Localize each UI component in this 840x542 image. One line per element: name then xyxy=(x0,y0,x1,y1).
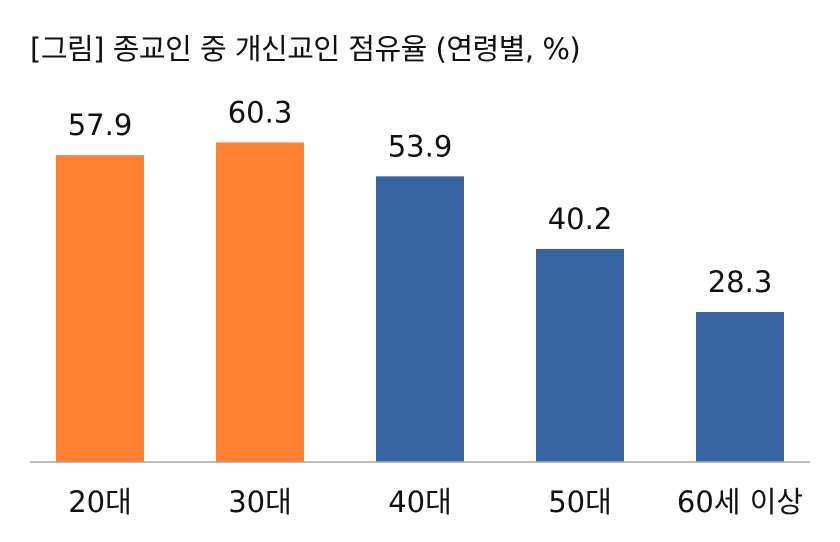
chart-title: [그림] 종교인 중 개신교인 점유율 (연령별, %) xyxy=(30,32,581,66)
labels-layer: 57.9 20대 60.3 30대 53.9 40대 40.2 50대 28.3 60세 이상 xyxy=(68,95,803,519)
data-label-4: 40.2 xyxy=(548,202,613,236)
data-label-5: 28.3 xyxy=(708,265,773,299)
x-tick-label-5: 60세 이상 xyxy=(677,485,803,519)
data-label-3: 53.9 xyxy=(388,129,453,163)
bars-layer xyxy=(56,142,784,462)
bar-3 xyxy=(376,176,464,462)
x-tick-label-1: 20대 xyxy=(68,485,132,519)
x-tick-label-3: 40대 xyxy=(388,485,452,519)
bar-4 xyxy=(536,248,624,462)
data-label-1: 57.9 xyxy=(68,108,133,142)
data-label-2: 60.3 xyxy=(228,95,293,129)
x-tick-label-2: 30대 xyxy=(228,485,292,519)
bar-5 xyxy=(696,312,784,462)
bar-1 xyxy=(56,155,144,462)
bar-2 xyxy=(216,142,304,462)
x-tick-label-4: 50대 xyxy=(548,485,612,519)
